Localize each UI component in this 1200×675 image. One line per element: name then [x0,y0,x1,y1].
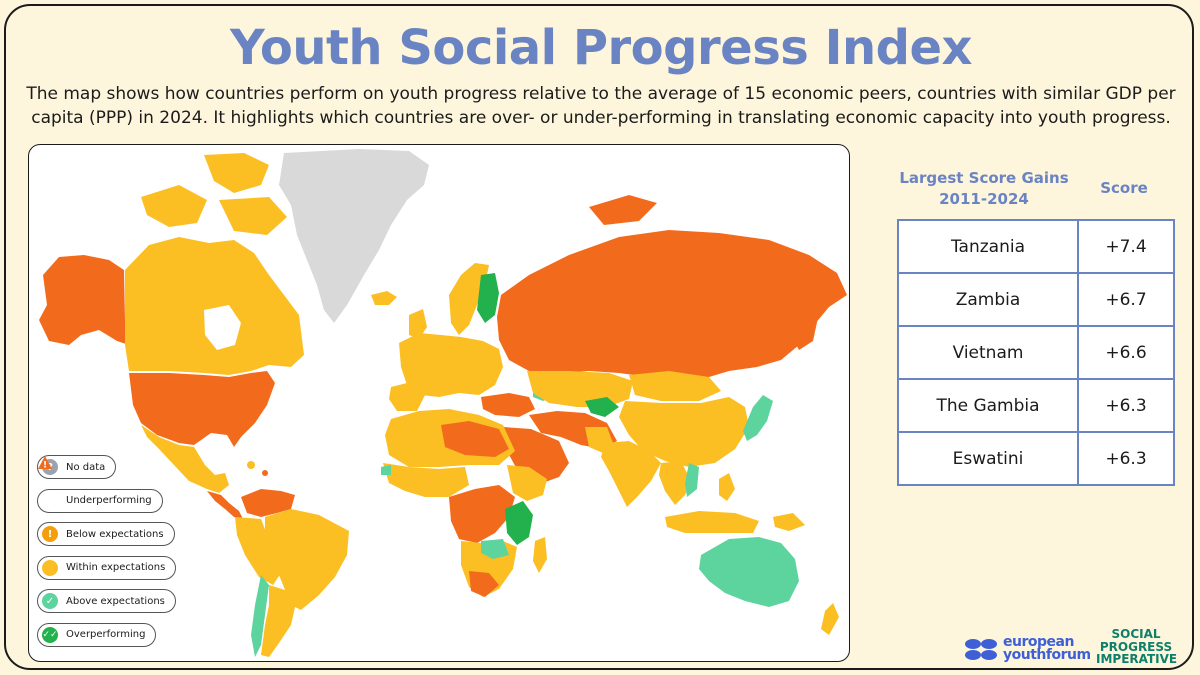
country-cell: Zambia [897,272,1079,327]
png [773,513,805,531]
legend-overperforming: ✓✓ Overperforming [37,622,157,647]
table-row: Zambia +6.7 [897,272,1175,327]
world-map-panel: ? No data ! Underperforming ! Below expe… [28,144,850,662]
finland [477,273,499,323]
west-africa [383,463,469,497]
gambia [381,465,391,475]
turkey [481,393,535,417]
russia-islands [589,195,657,225]
peru-bolivia [235,517,281,585]
map-legend: ? No data ! Underperforming ! Below expe… [37,455,177,656]
legend-label: No data [66,461,106,473]
eyf-line1: european [1003,634,1074,650]
table-header-score: Score [1100,179,1148,197]
legend-underperforming: ! Underperforming [37,456,163,513]
european-youth-forum-logo: european youthforum [964,634,1091,663]
exclamation-icon: ! [42,526,58,542]
caribbean-islands-2 [262,470,268,476]
south-africa [469,571,499,597]
score-cell: +6.3 [1077,431,1175,486]
legend-label: Overperforming [66,629,146,640]
philippines [719,473,735,501]
warning-icon: ! [38,456,58,509]
score-cell: +6.3 [1077,378,1175,433]
india [601,441,661,507]
iceland [371,291,397,305]
scandinavia [449,263,489,335]
alaska [39,255,129,345]
kamchatka [789,303,819,350]
score-gains-table: Tanzania +7.4 Zambia +6.7 Vietnam +6.6 T… [897,219,1175,486]
hudson-bay [204,305,241,350]
uzbekistan [585,397,619,417]
indonesia [665,511,759,533]
country-cell: Tanzania [897,219,1079,274]
new-zealand [821,603,839,635]
legend-within-expectations: Within expectations [37,555,177,580]
korea-japan [743,395,773,441]
eyf-mark-icon [964,637,998,661]
china [619,397,749,467]
canada-islands [204,153,269,193]
horn-of-africa [507,465,547,501]
usa [129,371,275,447]
eyf-line2: youthforum [1003,647,1091,663]
australia [699,537,799,607]
country-cell: The Gambia [897,378,1079,433]
country-cell: Eswatini [897,431,1079,486]
greenland [279,149,429,323]
double-check-icon: ✓✓ [42,626,58,643]
page-title: Youth Social Progress Index [229,20,973,76]
spi-line1: SOCIAL [1111,627,1161,641]
caribbean-islands [247,461,255,469]
canada-islands-2 [141,185,207,227]
western-europe [399,333,503,397]
score-cell: +6.6 [1077,325,1175,380]
score-cell: +6.7 [1077,272,1175,327]
canada-islands-3 [219,197,287,235]
zambia [481,539,509,559]
central-africa [449,485,515,543]
country-cell: Vietnam [897,325,1079,380]
kazakhstan [527,371,633,407]
iberia [389,381,425,411]
indochina [659,461,691,505]
pakistan [585,427,613,453]
chile [251,575,269,657]
infographic-frame: Youth Social Progress Index The map show… [4,4,1194,670]
svg-text:!: ! [43,461,47,471]
table-row: Eswatini +6.3 [897,431,1175,486]
score-cell: +7.4 [1077,219,1175,274]
dot-icon [42,559,58,576]
legend-label: Below expectations [66,528,164,540]
madagascar [533,537,547,573]
legend-above-expectations: ✓ Above expectations [37,589,176,613]
russia [497,230,847,381]
mexico [141,425,229,493]
social-progress-imperative-logo: SOCIAL PROGRESS IMPERATIVE [1096,627,1178,666]
legend-below-expectations: ! Below expectations [37,522,175,546]
brazil [265,509,349,610]
central-america [207,491,243,519]
tanzania-kenya [505,501,533,545]
venezuela-colombia [241,489,295,517]
uk-ireland [409,309,427,339]
legend-label: Above expectations [66,595,165,607]
legend-label: Within expectations [66,562,166,573]
vietnam [685,463,699,497]
table-row: Vietnam +6.6 [897,325,1175,380]
table-row: The Gambia +6.3 [897,378,1175,433]
canada [125,237,304,375]
check-icon: ✓ [42,593,58,609]
table-header-country: Largest Score Gains 2011-2024 [899,169,1069,208]
algeria-libya [441,421,509,457]
mongolia [629,371,721,401]
table-row: Tanzania +7.4 [897,219,1175,274]
world-map [39,149,847,657]
argentina [261,585,295,657]
spi-line2: PROGRESS [1099,639,1173,654]
spi-line3: IMPERATIVE [1096,652,1178,666]
page-subtitle: The map shows how countries perform on y… [26,84,1176,128]
legend-label: Underperforming [66,495,152,506]
